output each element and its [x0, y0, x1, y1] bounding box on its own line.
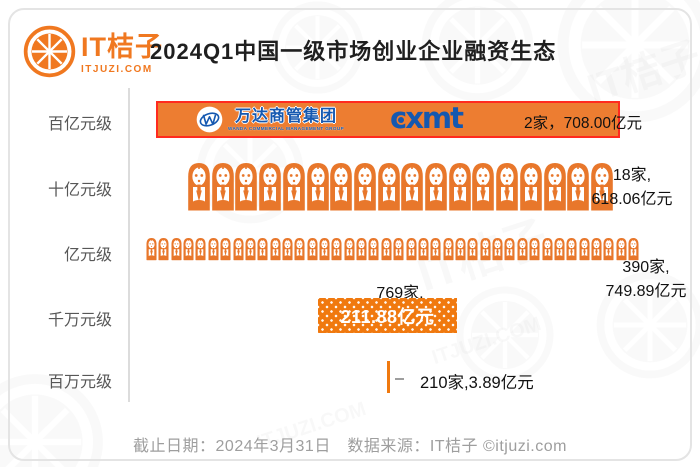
person-icon	[293, 229, 306, 268]
person-icon	[429, 229, 442, 268]
wanda-subtitle: WANDA COMMERCIAL MANAGEMENT GROUP	[228, 125, 345, 131]
person-icon	[306, 229, 319, 268]
bar-baiyi: 万达商管集团 WANDA COMMERCIAL MANAGEMENT GROUP…	[156, 101, 620, 138]
cxmt-logo: cxmt	[390, 101, 464, 135]
brand-name: IT桔子	[81, 32, 163, 62]
person-icon	[516, 229, 529, 268]
person-icon	[565, 229, 578, 268]
person-icon	[145, 229, 158, 268]
value-qianwan-count: 769家,	[376, 285, 424, 302]
value-shiyi-count: 18家,	[612, 167, 652, 184]
category-label-yi: 亿元级	[63, 247, 112, 264]
value-yi-count: 390家,	[622, 259, 670, 276]
person-icon	[219, 229, 232, 268]
person-icon	[405, 229, 418, 268]
person-icon	[170, 229, 183, 268]
person-icon	[244, 229, 257, 268]
tick-dash	[395, 378, 404, 380]
person-icon	[466, 229, 479, 268]
footer-note: 截止日期：2024年3月31日 数据来源：IT桔子 ©itjuzi.com	[133, 438, 567, 455]
itjuzi-logo-icon	[23, 25, 76, 78]
person-icon	[343, 229, 356, 268]
person-icon	[182, 229, 195, 268]
person-icon	[553, 229, 566, 268]
person-icon	[380, 229, 393, 268]
person-icon	[491, 229, 504, 268]
value-shiyi-amount: 618.06亿元	[591, 191, 673, 208]
wanda-emblem-icon	[196, 106, 223, 133]
category-label-shiyi: 十亿元级	[47, 182, 112, 199]
person-icon	[269, 229, 282, 268]
value-yi-amount: 749.89亿元	[605, 283, 687, 300]
person-icon	[194, 229, 207, 268]
category-label-baiyi: 百亿元级	[47, 116, 112, 133]
bar-baiwan	[387, 361, 390, 393]
person-icon	[392, 229, 405, 268]
person-icon	[232, 229, 245, 268]
axis-line	[128, 88, 130, 402]
person-icon	[367, 229, 380, 268]
value-yi: 390家, 749.89亿元	[586, 256, 700, 304]
person-icon	[503, 229, 516, 268]
person-icon	[479, 229, 492, 268]
bar-qianwan: 211.88亿元	[318, 298, 457, 333]
page-title: 2024Q1中国一级市场创业企业融资生态	[150, 39, 557, 64]
person-icon	[256, 229, 269, 268]
pictogram-row-shiyi	[185, 160, 612, 211]
category-label-baiwan: 百万元级	[47, 374, 112, 391]
wanda-logo: 万达商管集团 WANDA COMMERCIAL MANAGEMENT GROUP	[196, 106, 344, 133]
brand-domain: ITJUZI.COM	[81, 64, 153, 75]
person-icon	[281, 229, 294, 268]
person-icon	[541, 229, 554, 268]
person-icon	[355, 229, 368, 268]
wanda-name: 万达商管集团	[235, 108, 338, 126]
value-baiwan: 210家,3.89亿元	[420, 374, 534, 392]
person-icon	[417, 229, 430, 268]
person-icon	[442, 229, 455, 268]
person-icon	[454, 229, 467, 268]
person-icon	[207, 229, 220, 268]
person-icon	[157, 229, 170, 268]
pictogram-row-yi	[145, 229, 639, 268]
person-icon	[318, 229, 331, 268]
value-shiyi: 18家, 618.06亿元	[572, 164, 692, 212]
category-label-qianwan: 千万元级	[47, 312, 112, 329]
value-baiyi: 2家，708.00亿元	[524, 115, 643, 132]
person-icon	[528, 229, 541, 268]
person-icon	[330, 229, 343, 268]
brand-block: IT桔子 ITJUZI.COM	[81, 34, 163, 75]
cxmt-dot-icon	[398, 117, 404, 123]
value-qianwan-amount: 211.88亿元	[340, 306, 435, 327]
